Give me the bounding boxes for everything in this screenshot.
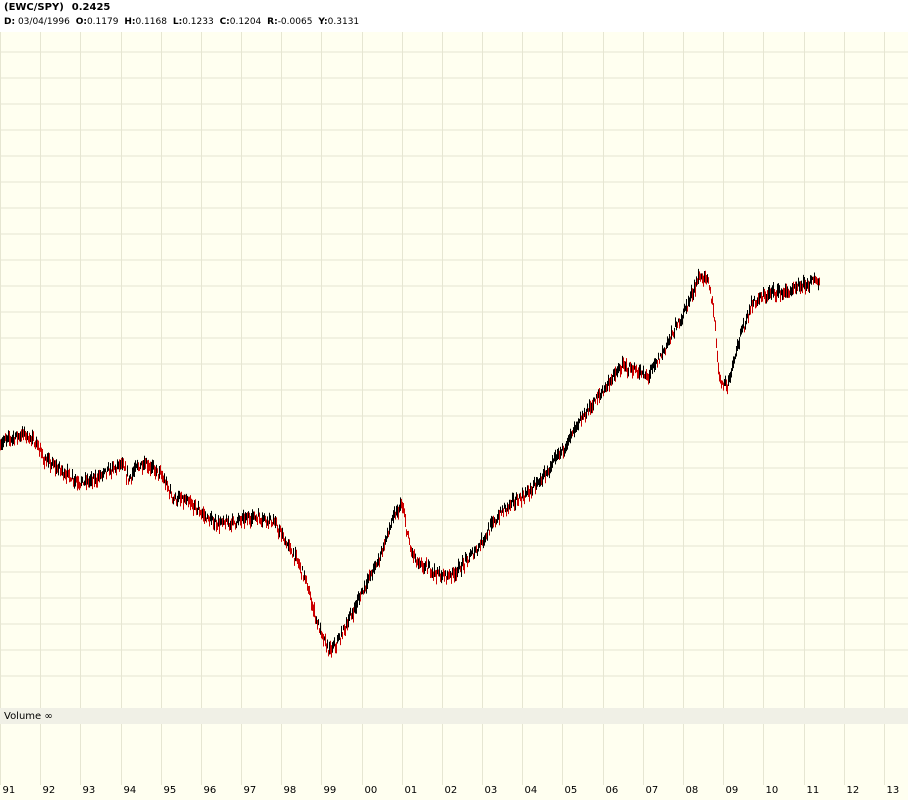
x-tick-label: 97 (244, 785, 257, 796)
x-tick-label: 07 (646, 785, 659, 796)
symbol-title: (EWC/SPY) 0.2425 (4, 2, 110, 13)
ohlc-info: D: 03/04/1996 O:0.1179 H:0.1168 L:0.1233… (4, 17, 362, 27)
x-tick-label: 93 (83, 785, 96, 796)
high-label: H: (124, 17, 136, 27)
price-bars (0, 268, 820, 658)
x-tick-label: 92 (43, 785, 56, 796)
close-label: C: (219, 17, 230, 27)
range-value: -0.0065 (277, 17, 313, 27)
open-label: O: (75, 17, 87, 27)
close-value: 0.1204 (229, 17, 262, 27)
high-value: 0.1168 (135, 17, 167, 27)
grid-lines (0, 32, 908, 785)
x-tick-label: 94 (124, 785, 137, 796)
x-tick-label: 09 (726, 785, 739, 796)
x-tick-label: 00 (365, 785, 378, 796)
x-tick-label: 95 (164, 785, 177, 796)
x-tick-label: 99 (324, 785, 337, 796)
x-tick-label: 06 (606, 785, 619, 796)
x-tick-label: 04 (525, 785, 538, 796)
low-label: L: (172, 17, 183, 27)
low-value: 0.1233 (182, 17, 214, 27)
volume-panel-label: Volume ∞ (4, 711, 53, 722)
y-label: Y: (318, 17, 328, 27)
x-tick-label: 05 (565, 785, 578, 796)
chart-header: (EWC/SPY) 0.2425 D: 03/04/1996 O:0.1179 H… (0, 0, 908, 32)
x-tick-label: 02 (445, 785, 458, 796)
date-label: D: (4, 17, 16, 27)
x-axis: 91 92 93 94 95 96 97 98 99 00 01 02 03 04 05 06 07 08 09 10… (3, 785, 900, 796)
range-label: R: (267, 17, 278, 27)
x-tick-label: 01 (405, 785, 418, 796)
x-tick-label: 12 (847, 785, 860, 796)
last-value: 0.2425 (71, 2, 111, 13)
x-tick-label: 11 (807, 785, 820, 796)
x-tick-label: 08 (686, 785, 699, 796)
x-tick-label: 91 (3, 785, 16, 796)
x-tick-label: 98 (284, 785, 297, 796)
open-value: 0.1179 (86, 17, 119, 27)
x-tick-label: 96 (204, 785, 217, 796)
x-tick-label: 10 (766, 785, 779, 796)
x-tick-label: 03 (485, 785, 498, 796)
x-tick-label: 13 (887, 785, 900, 796)
y-value: 0.3131 (327, 17, 360, 27)
date-value: 03/04/1996 (17, 17, 70, 27)
symbol-name: (EWC/SPY) (4, 2, 64, 13)
volume-separator (0, 708, 908, 724)
